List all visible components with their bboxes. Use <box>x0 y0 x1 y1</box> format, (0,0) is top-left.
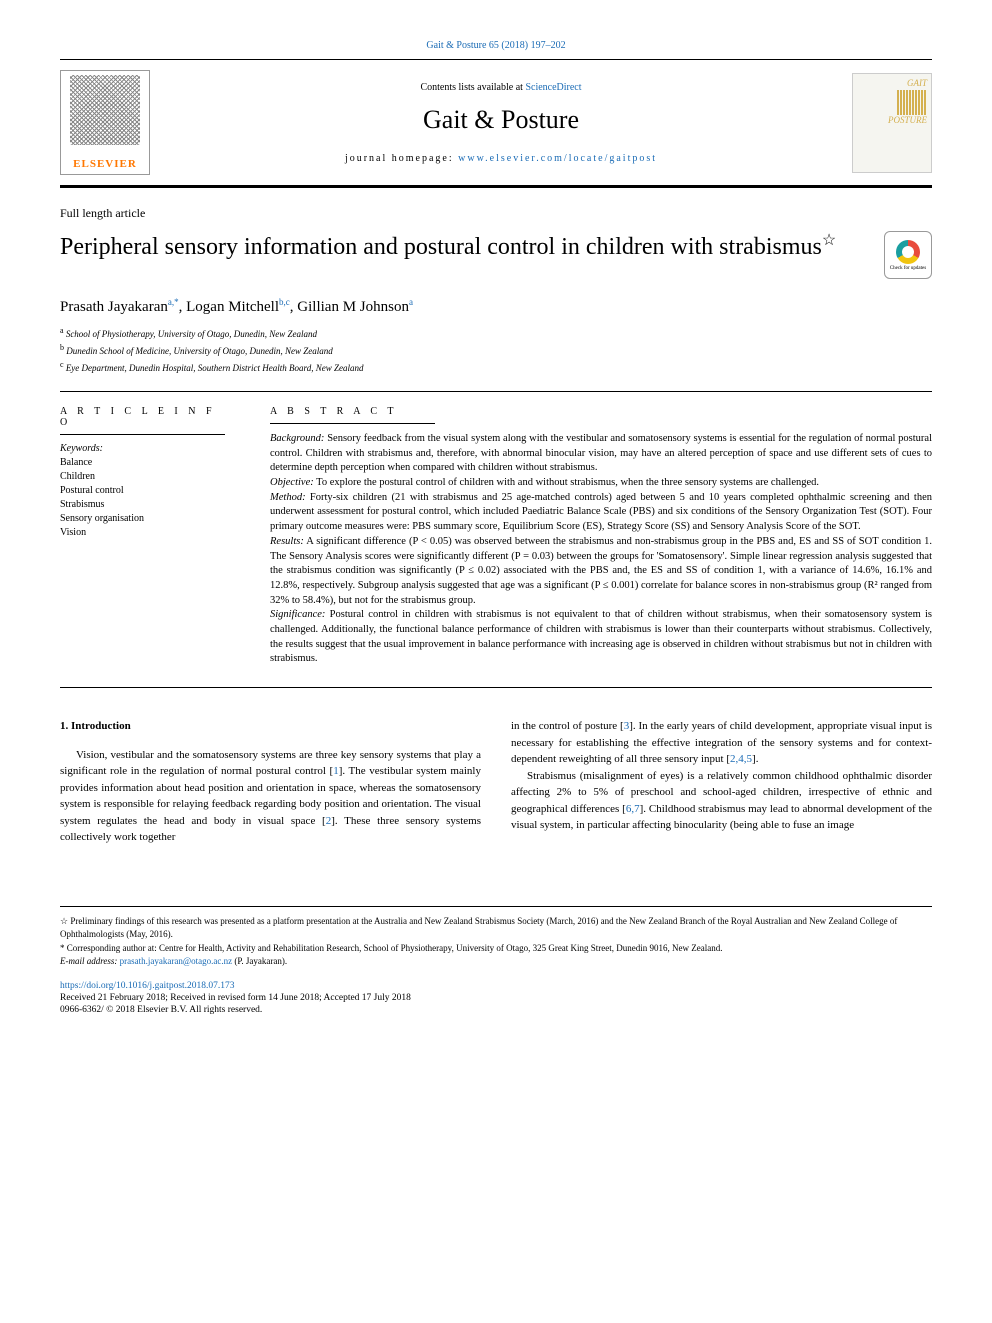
author: Logan Mitchell <box>186 299 279 315</box>
keywords-label: Keywords: <box>60 443 240 454</box>
info-abstract-block: A R T I C L E I N F O Keywords: BalanceC… <box>60 391 932 688</box>
affiliation-sup: c <box>60 360 64 369</box>
affiliation: c Eye Department, Dunedin Hospital, Sout… <box>60 360 932 373</box>
keyword: Sensory organisation <box>60 512 240 526</box>
journal-cover: GAIT POSTURE <box>852 73 932 173</box>
footnote-preliminary: ☆ Preliminary findings of this research … <box>60 915 932 942</box>
background-label: Background: <box>270 433 324 444</box>
title-row: Peripheral sensory information and postu… <box>60 231 932 279</box>
ref-link-67[interactable]: 6,7 <box>626 803 640 815</box>
homepage-line: journal homepage: www.elsevier.com/locat… <box>150 153 852 164</box>
body-col-left: 1. Introduction Vision, vestibular and t… <box>60 718 481 846</box>
email-label: E-mail address: <box>60 956 120 966</box>
intro-text-2c: ]. <box>752 753 758 765</box>
results-text: A significant difference (P < 0.05) was … <box>270 536 932 606</box>
journal-name: Gait & Posture <box>150 105 852 135</box>
authors: Prasath Jayakarana,*, Logan Mitchellb,c,… <box>60 297 932 316</box>
doi-link[interactable]: https://doi.org/10.1016/j.gaitpost.2018.… <box>60 981 932 991</box>
significance-text: Postural control in children with strabi… <box>270 609 932 664</box>
abstract-body: Background: Sensory feedback from the vi… <box>270 432 932 667</box>
affiliation-sup: b <box>60 343 64 352</box>
author-affil-sup[interactable]: a,* <box>168 297 179 307</box>
check-updates-text: Check for updates <box>890 266 926 271</box>
title-footnote-star: ☆ <box>822 232 836 249</box>
homepage-prefix: journal homepage: <box>345 153 458 164</box>
journal-citation-top[interactable]: Gait & Posture 65 (2018) 197–202 <box>60 40 932 51</box>
cover-barcode-icon <box>897 90 927 115</box>
significance-label: Significance: <box>270 609 325 620</box>
title-text: Peripheral sensory information and postu… <box>60 234 822 260</box>
email-suffix: (P. Jayakaran). <box>232 956 287 966</box>
intro-para-2: in the control of posture [3]. In the ea… <box>511 718 932 768</box>
author-affil-sup[interactable]: a <box>409 297 413 307</box>
author: Gillian M Johnson <box>297 299 409 315</box>
footnote-email: E-mail address: prasath.jayakaran@otago.… <box>60 955 932 969</box>
contents-line: Contents lists available at ScienceDirec… <box>150 82 852 93</box>
received-dates: Received 21 February 2018; Received in r… <box>60 993 932 1003</box>
header-center: Contents lists available at ScienceDirec… <box>150 82 852 164</box>
intro-heading: 1. Introduction <box>60 718 481 735</box>
intro-para-3: Strabismus (misalignment of eyes) is a r… <box>511 768 932 834</box>
footnote-corresponding: * Corresponding author at: Centre for He… <box>60 942 932 956</box>
body-columns: 1. Introduction Vision, vestibular and t… <box>60 718 932 846</box>
article-info-header: A R T I C L E I N F O <box>60 406 225 435</box>
results-label: Results: <box>270 536 304 547</box>
affiliation: b Dunedin School of Medicine, University… <box>60 343 932 356</box>
article-info: A R T I C L E I N F O Keywords: BalanceC… <box>60 406 270 667</box>
method-label: Method: <box>270 492 306 503</box>
keyword: Children <box>60 470 240 484</box>
cover-title-2: POSTURE <box>888 115 927 125</box>
body-col-right: in the control of posture [3]. In the ea… <box>511 718 932 846</box>
affiliation-sup: a <box>60 326 64 335</box>
cover-title-1: GAIT <box>907 78 927 88</box>
keyword: Strabismus <box>60 498 240 512</box>
affiliation: a School of Physiotherapy, University of… <box>60 326 932 339</box>
check-updates-badge[interactable]: Check for updates <box>884 231 932 279</box>
objective-label: Objective: <box>270 477 314 488</box>
footnotes: ☆ Preliminary findings of this research … <box>60 906 932 969</box>
article-title: Peripheral sensory information and postu… <box>60 231 864 263</box>
keyword: Balance <box>60 456 240 470</box>
contents-prefix: Contents lists available at <box>420 82 525 93</box>
keyword: Postural control <box>60 484 240 498</box>
author-affil-sup[interactable]: b,c <box>279 297 290 307</box>
background-text: Sensory feedback from the visual system … <box>270 433 932 473</box>
journal-header: ELSEVIER Contents lists available at Sci… <box>60 59 932 188</box>
objective-text: To explore the postural control of child… <box>314 477 819 488</box>
abstract-header: A B S T R A C T <box>270 406 435 424</box>
intro-text-2a: in the control of posture [ <box>511 720 624 732</box>
article-type: Full length article <box>60 206 932 221</box>
homepage-link[interactable]: www.elsevier.com/locate/gaitpost <box>458 153 657 164</box>
abstract-column: A B S T R A C T Background: Sensory feed… <box>270 406 932 667</box>
author: Prasath Jayakaran <box>60 299 168 315</box>
elsevier-text: ELSEVIER <box>73 158 137 170</box>
keyword: Vision <box>60 526 240 540</box>
method-text: Forty-six children (21 with strabismus a… <box>270 492 932 532</box>
intro-para-1: Vision, vestibular and the somatosensory… <box>60 747 481 846</box>
elsevier-tree-icon <box>70 75 140 145</box>
elsevier-logo: ELSEVIER <box>60 70 150 175</box>
copyright: 0966-6362/ © 2018 Elsevier B.V. All righ… <box>60 1005 932 1015</box>
sciencedirect-link[interactable]: ScienceDirect <box>525 82 581 93</box>
ref-link-245[interactable]: 2,4,5 <box>730 753 752 765</box>
email-link[interactable]: prasath.jayakaran@otago.ac.nz <box>120 956 232 966</box>
crossmark-icon <box>896 240 920 264</box>
